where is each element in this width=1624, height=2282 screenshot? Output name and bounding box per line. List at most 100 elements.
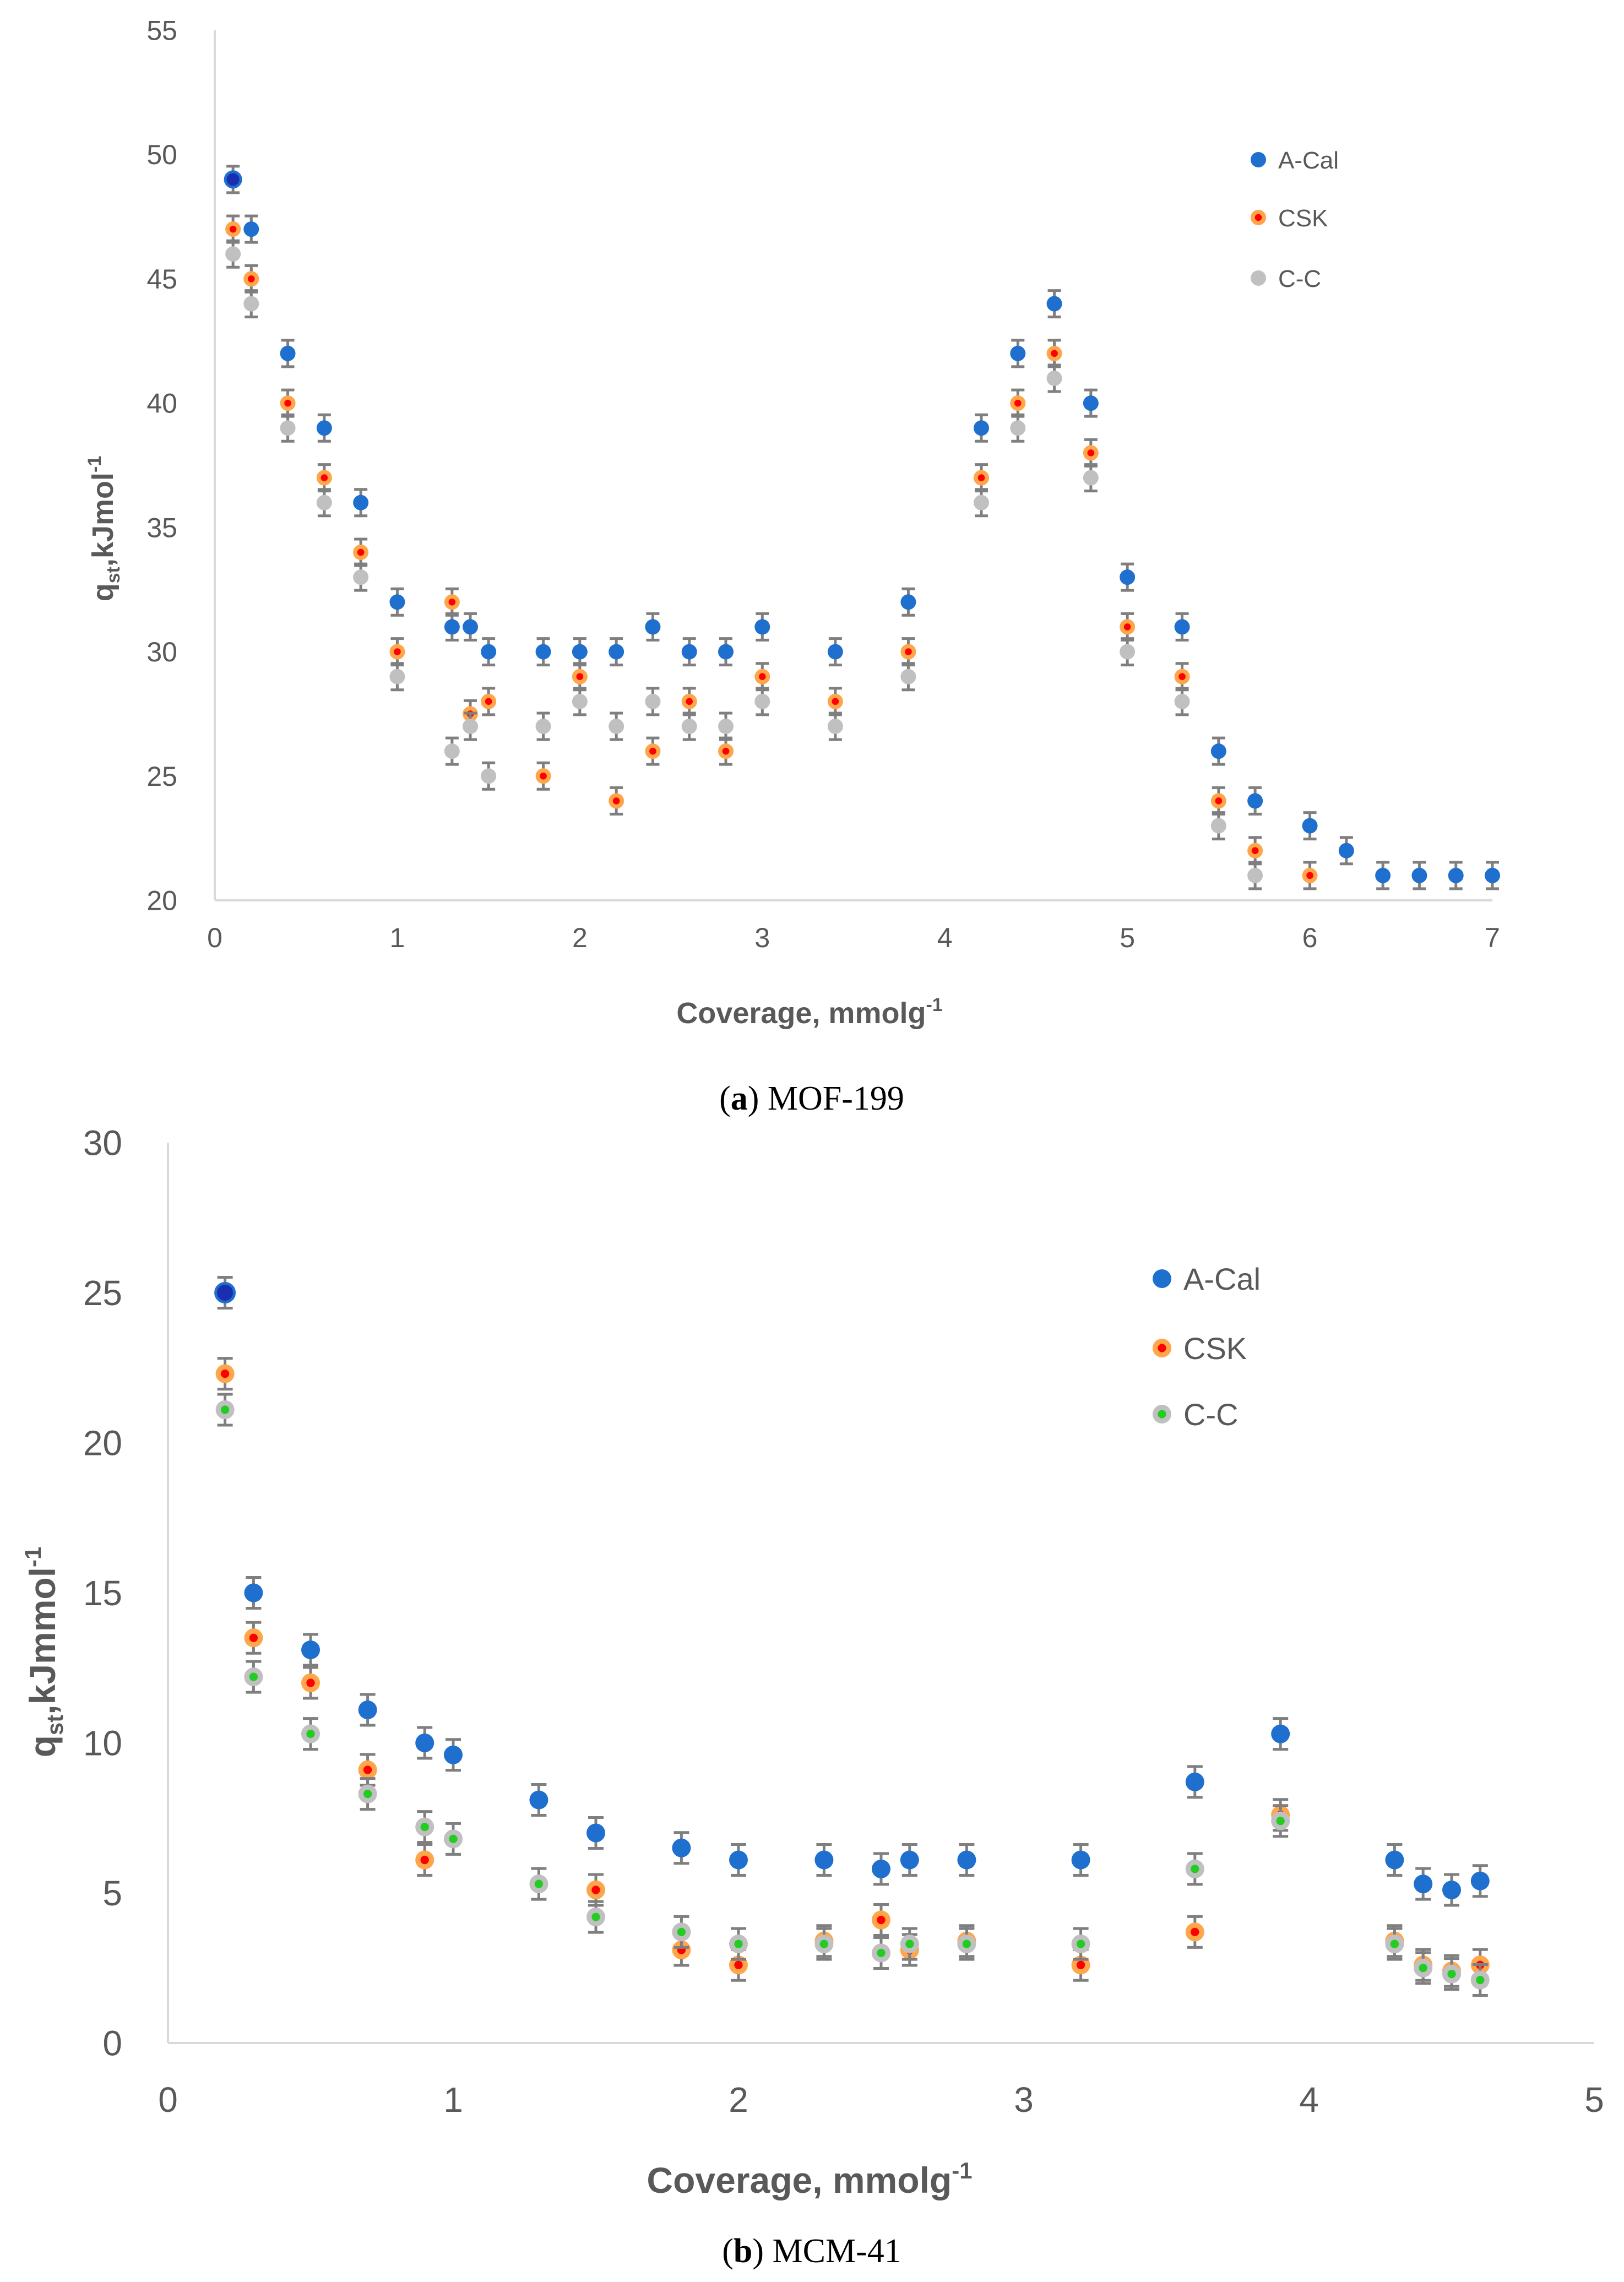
- point-csk: [280, 395, 296, 411]
- point-a-cal: [535, 644, 551, 660]
- point-c-c: [243, 296, 259, 312]
- series-c-c-a: [225, 239, 1263, 890]
- point-a-cal: [1210, 743, 1226, 759]
- y-tick-label-a: 55: [146, 15, 177, 46]
- point-c-c: [1120, 644, 1136, 660]
- x-tick-label-a: 3: [754, 922, 770, 953]
- point-a-cal: [1375, 867, 1391, 883]
- point-a-cal: [1385, 1850, 1404, 1870]
- point-c-c: [415, 1817, 434, 1837]
- point-csk: [973, 470, 989, 486]
- point-c-c: [215, 1400, 235, 1420]
- point-c-c: [718, 719, 734, 734]
- point-c-c: [301, 1724, 320, 1743]
- y-tick-label-a: 35: [146, 512, 177, 543]
- y-tick-label-a: 40: [146, 388, 177, 419]
- legend-marker-a-cal-b: [1153, 1269, 1171, 1288]
- point-a-cal: [1083, 395, 1099, 411]
- point-csk: [1185, 1922, 1204, 1942]
- legend-label-c-c-b: C-C: [1183, 1397, 1239, 1432]
- point-a-cal: [353, 495, 369, 510]
- point-a-cal: [1185, 1772, 1204, 1791]
- x-axis-title-a: Coverage, mmolg-1: [676, 995, 942, 1030]
- point-csk: [1302, 867, 1318, 883]
- point-c-c: [535, 719, 551, 734]
- chart-mcm-41: 0 1 2 3 4 5 0 5 10 15 20 25 30 A-Cal CSK C-C: [83, 1123, 1604, 2120]
- x-tick-label-b: 4: [1299, 2080, 1319, 2120]
- point-a-cal: [301, 1640, 320, 1660]
- y-axis-title-b: qst,kJmmol-1: [20, 1547, 68, 1758]
- legend-label-csk-a: CSK: [1278, 205, 1328, 232]
- point-a-cal: [900, 1850, 919, 1870]
- point-c-c: [316, 495, 332, 510]
- point-a-cal: [224, 170, 242, 189]
- y-tick-label-a: 30: [146, 637, 177, 667]
- legend-marker-csk-a: [1251, 210, 1267, 226]
- point-c-c: [672, 1922, 691, 1942]
- point-c-c: [729, 1935, 748, 1954]
- point-a-cal: [1046, 296, 1062, 312]
- y-tick-label-b: 5: [102, 1873, 122, 1913]
- point-a-cal: [1442, 1881, 1461, 1900]
- point-csk: [645, 743, 661, 759]
- point-csk: [586, 1881, 606, 1900]
- point-csk: [243, 271, 259, 287]
- y-tick-label-b: 15: [83, 1573, 122, 1613]
- caption-a: (a) MOF-199: [719, 1080, 904, 1117]
- point-csk: [215, 1364, 235, 1383]
- point-c-c: [1046, 371, 1062, 386]
- point-a-cal: [244, 1583, 263, 1602]
- point-c-c: [1010, 420, 1026, 436]
- point-csk: [1247, 843, 1263, 859]
- point-c-c: [1247, 867, 1263, 883]
- series-csk-b: [215, 1357, 1490, 1988]
- x-tick-label-a: 2: [572, 922, 588, 953]
- point-csk: [572, 669, 588, 684]
- point-a-cal: [444, 619, 460, 635]
- point-c-c: [244, 1667, 263, 1687]
- point-csk: [316, 470, 332, 486]
- point-c-c: [1271, 1811, 1290, 1830]
- point-a-cal: [586, 1823, 605, 1843]
- point-a-cal: [1120, 569, 1136, 585]
- point-c-c: [957, 1935, 976, 1954]
- point-c-c: [645, 693, 661, 709]
- legend-label-c-c-a: C-C: [1278, 265, 1321, 292]
- y-axis-title-a: qst,kJmol-1: [84, 456, 124, 602]
- point-c-c: [754, 693, 770, 709]
- y-tick-label-a: 20: [146, 885, 177, 916]
- point-a-cal: [358, 1700, 377, 1720]
- series-csk-a: [225, 214, 1318, 890]
- point-c-c: [280, 420, 296, 436]
- point-csk: [1174, 669, 1190, 684]
- point-c-c: [444, 743, 460, 759]
- point-c-c: [872, 1943, 891, 1963]
- point-c-c: [1210, 818, 1226, 834]
- series-a-cal-b: [214, 1276, 1490, 1907]
- point-csk: [827, 693, 843, 709]
- point-a-cal: [957, 1850, 976, 1870]
- point-c-c: [900, 669, 916, 684]
- point-c-c: [358, 1784, 377, 1803]
- point-c-c: [1071, 1935, 1090, 1954]
- x-tick-label-a: 4: [937, 922, 953, 953]
- legend-label-a-cal-a: A-Cal: [1278, 147, 1339, 174]
- point-a-cal: [900, 594, 916, 610]
- point-c-c: [681, 719, 697, 734]
- point-c-c: [900, 1935, 919, 1954]
- y-tick-label-b: 10: [83, 1723, 122, 1763]
- point-csk: [225, 221, 241, 237]
- point-c-c: [529, 1874, 548, 1894]
- point-csk: [754, 669, 770, 684]
- x-tick-label-b: 0: [158, 2080, 178, 2120]
- y-tick-label-a: 45: [146, 264, 177, 295]
- point-a-cal: [729, 1850, 748, 1870]
- point-c-c: [353, 569, 369, 585]
- y-tick-label-a: 25: [146, 761, 177, 792]
- y-tick-label-b: 25: [83, 1273, 122, 1313]
- point-a-cal: [1071, 1850, 1090, 1870]
- x-tick-label-a: 1: [390, 922, 405, 953]
- point-a-cal: [1448, 867, 1464, 883]
- caption-a-label: a: [731, 1080, 748, 1117]
- point-c-c: [1185, 1859, 1204, 1878]
